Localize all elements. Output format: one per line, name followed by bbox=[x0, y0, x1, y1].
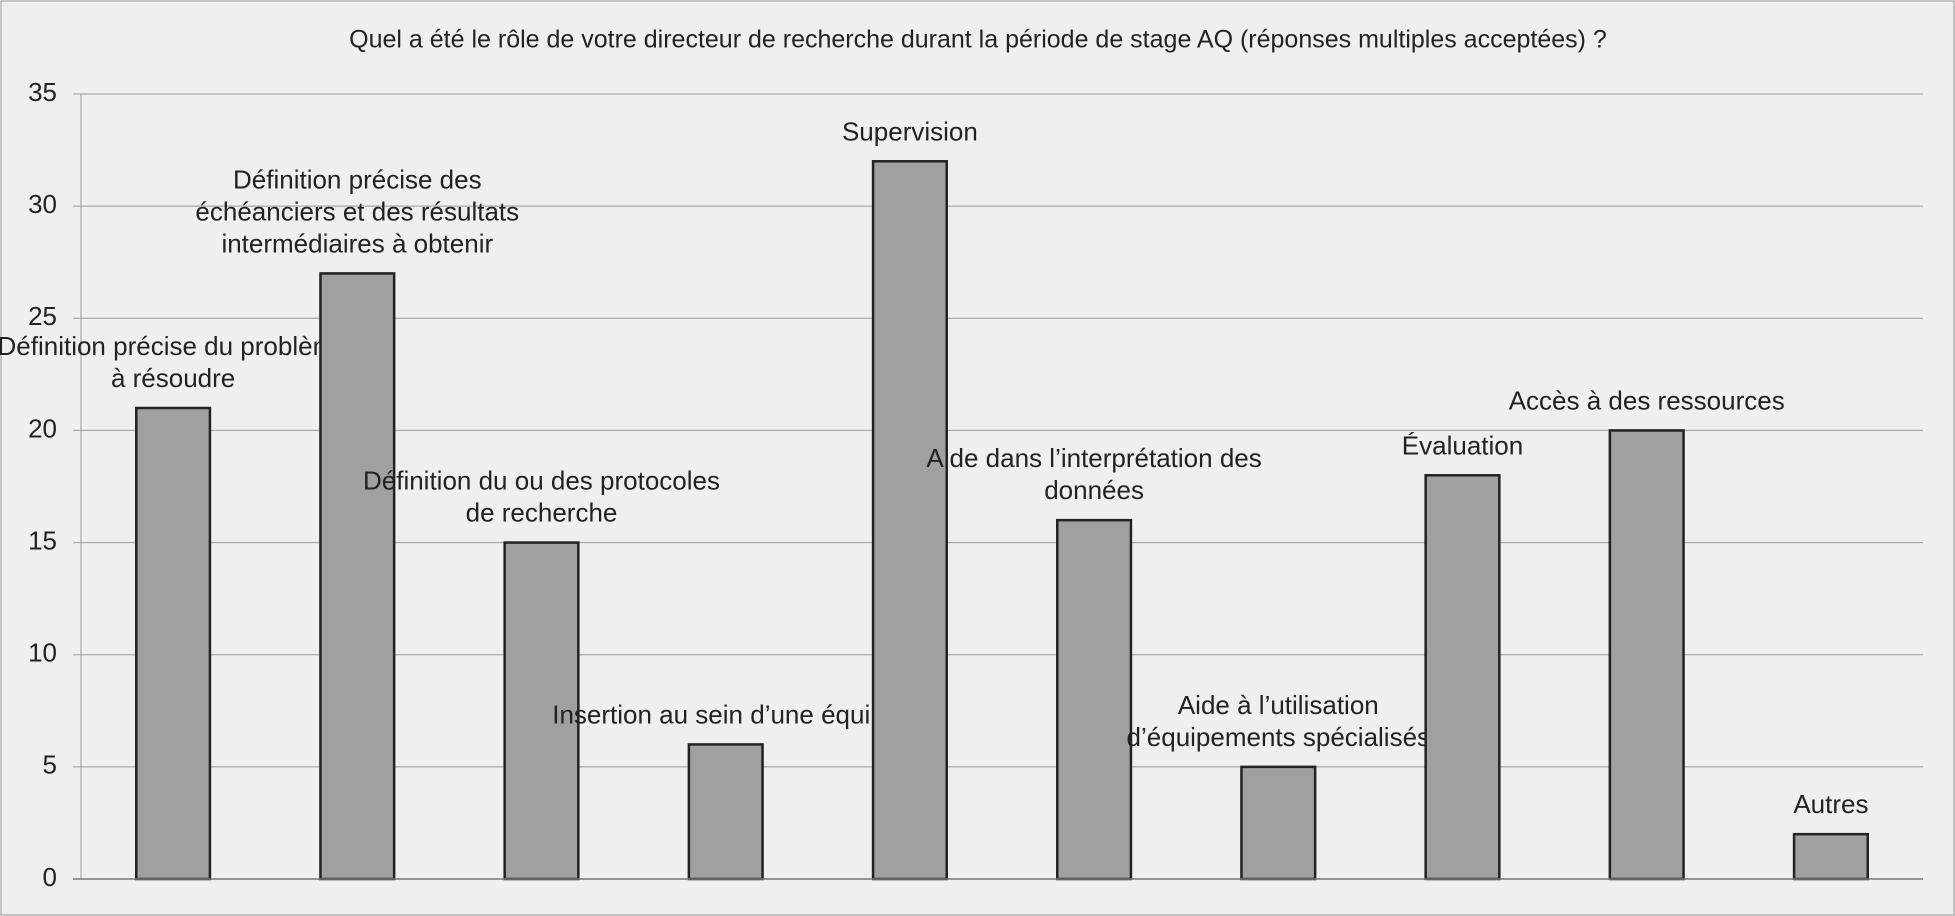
category-label: Aide à l’utilisation d’équipements spécia… bbox=[1127, 690, 1431, 752]
y-tick-label: 35 bbox=[28, 77, 57, 107]
y-tick-label: 15 bbox=[28, 525, 57, 555]
bar bbox=[319, 272, 396, 881]
bar bbox=[1608, 429, 1685, 881]
category-label: Insertion au sein d’une équipe bbox=[552, 699, 899, 729]
y-tick-label: 30 bbox=[28, 189, 57, 219]
bar bbox=[1056, 518, 1133, 881]
bar bbox=[871, 160, 948, 881]
y-tick-label: 5 bbox=[43, 750, 57, 780]
bar bbox=[1240, 765, 1317, 881]
bar bbox=[503, 541, 580, 881]
category-label: Autres bbox=[1793, 789, 1868, 819]
bar bbox=[1792, 832, 1869, 881]
bar bbox=[1424, 474, 1501, 881]
y-tick-label: 0 bbox=[43, 862, 57, 892]
category-label: Aide dans l’interprétation des données bbox=[926, 443, 1261, 505]
category-label: Accès à des ressources bbox=[1509, 385, 1785, 415]
category-label: Définition du ou des protocoles de recher… bbox=[363, 465, 720, 527]
y-tick-label: 20 bbox=[28, 413, 57, 443]
bar bbox=[687, 743, 764, 881]
category-label: Supervision bbox=[842, 116, 978, 146]
category-label: Évaluation bbox=[1402, 430, 1523, 460]
y-tick-label: 25 bbox=[28, 301, 57, 331]
category-label: Définition précise du problème à résoudre bbox=[0, 331, 349, 393]
category-label: Définition précise des échéanciers et des… bbox=[195, 164, 519, 258]
y-tick-label: 10 bbox=[28, 638, 57, 668]
bar bbox=[135, 406, 212, 881]
chart-title: Quel a été le rôle de votre directeur de… bbox=[349, 26, 1607, 54]
